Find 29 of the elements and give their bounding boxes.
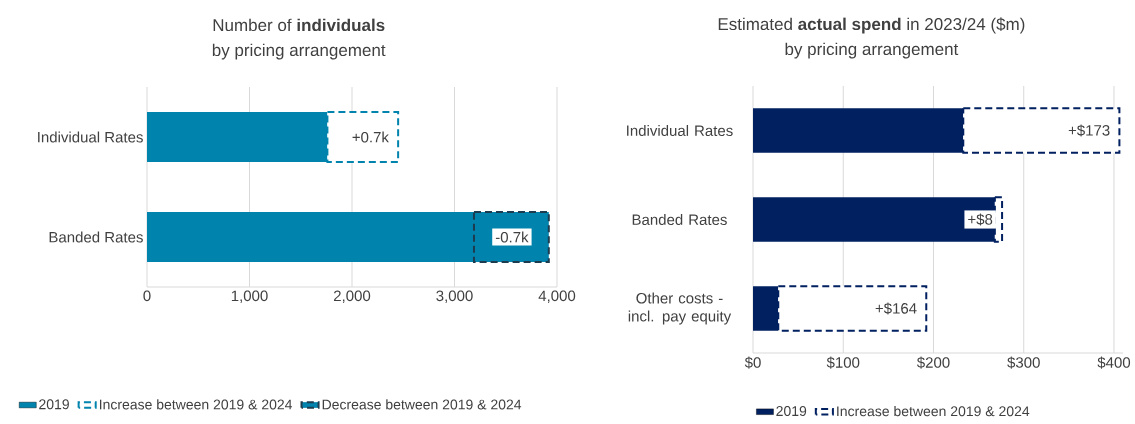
- x-tick-label: 2,000: [333, 290, 371, 303]
- chart-title: Estimated actual spend in 2023/24 ($m): [718, 17, 1025, 34]
- legend-label: Increase between 2019 & 2024: [837, 405, 1030, 417]
- chart-title: Number of individuals: [213, 18, 385, 32]
- y-tick-label: Individual Rates: [627, 125, 733, 137]
- x-tick-label: $400: [1097, 356, 1131, 369]
- data-label: +$164: [875, 302, 917, 315]
- x-tick-label: 4,000: [538, 290, 576, 303]
- chart-subtitle: by pricing arrangement: [212, 43, 386, 60]
- y-tick-label: Other costs - incl. pay equity: [628, 292, 732, 325]
- annotation: -0.7k: [495, 231, 529, 243]
- y-tick-label: Banded Rates: [49, 231, 143, 243]
- data-label: +0.7k: [352, 131, 389, 143]
- y-tick-label: Banded Rates: [632, 214, 727, 226]
- legend-label: Increase between 2019 & 2024: [99, 399, 293, 410]
- y-tick-label: Individual Rates: [38, 131, 143, 143]
- x-tick-label: 3,000: [436, 290, 473, 303]
- x-tick-label: $300: [1007, 356, 1040, 369]
- x-tick-label: 1,000: [231, 290, 268, 303]
- legend-label: 2019: [776, 406, 807, 417]
- legend-label: Decrease between 2019 & 2024: [322, 399, 522, 410]
- x-tick-label: $0: [744, 356, 761, 369]
- data-label: +$173: [1068, 124, 1110, 137]
- x-tick-label: $100: [826, 356, 860, 369]
- x-tick-label: $200: [916, 356, 950, 369]
- legend-label: 2019: [39, 399, 69, 410]
- chart-subtitle: by pricing arrangement: [785, 42, 959, 59]
- data-label: +$8: [968, 213, 993, 226]
- x-tick-label: 0: [143, 290, 151, 302]
